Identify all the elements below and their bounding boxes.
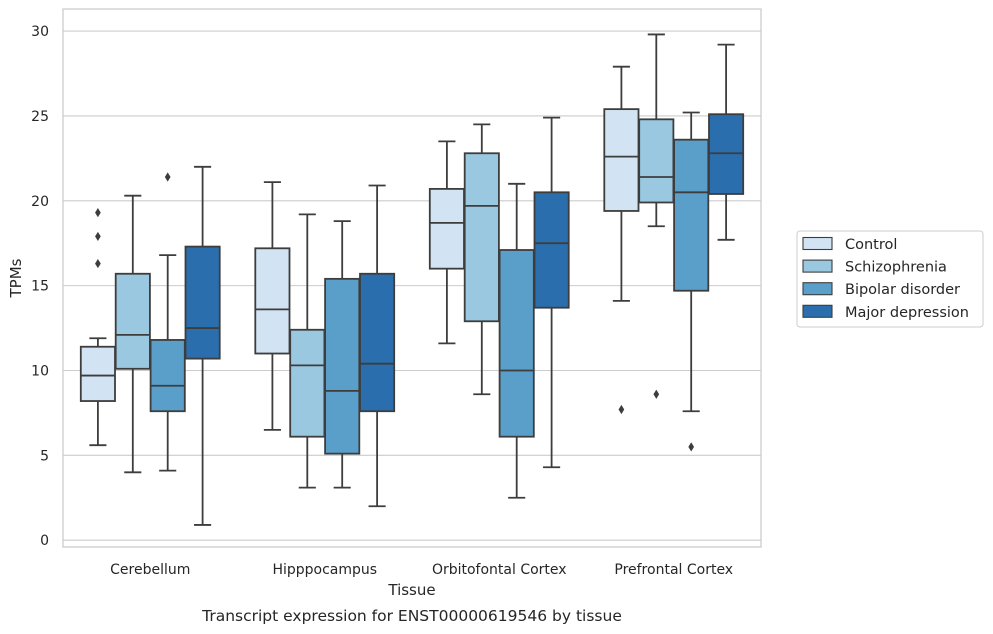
y-tick-label-5: 5 (40, 448, 49, 464)
box-3-1 (359, 184, 396, 508)
box-body (184, 245, 221, 360)
box-series-group (79, 33, 745, 526)
box-body (324, 277, 361, 455)
y-tick-label-0: 0 (40, 533, 49, 549)
box-2-3 (673, 111, 710, 452)
outlier-point-0 (618, 404, 625, 415)
box-body (673, 138, 710, 292)
box-body (638, 118, 675, 204)
outlier-point-0 (95, 258, 101, 269)
legend: Control Schizophrenia Bipolar disorder Majo… (796, 230, 984, 328)
box-2-1 (324, 220, 361, 489)
legend-label-1: Schizophrenia (845, 260, 947, 276)
x-tick-label-1: Hipppocampus (272, 562, 377, 578)
box-body (463, 152, 500, 323)
outlier-point-1 (95, 231, 101, 242)
x-tick-label-3: Prefrontal Cortex (614, 562, 733, 578)
box-1-0 (114, 194, 151, 474)
box-2-2 (498, 182, 535, 499)
box-2-0 (149, 172, 186, 472)
box-3-2 (533, 116, 570, 469)
box-0-1 (254, 181, 291, 431)
x-tick-labels: Cerebellum Hipppocampus Orbitofontal Corte… (110, 562, 733, 578)
y-axis-label: TPMs (7, 258, 25, 298)
y-tick-label-20: 20 (31, 194, 49, 210)
box-body (533, 191, 570, 309)
box-1-2 (463, 123, 500, 396)
box-body (79, 345, 116, 402)
legend-label-2: Bipolar disorder (845, 282, 960, 298)
box-0-2 (428, 140, 465, 345)
y-tick-label-10: 10 (31, 363, 49, 379)
y-tick-label-25: 25 (31, 109, 49, 125)
x-axis-label: Tissue (387, 581, 435, 599)
box-body (603, 108, 640, 212)
y-tick-labels: 0 5 10 15 20 25 30 (31, 24, 49, 549)
box-1-1 (289, 213, 326, 489)
legend-swatch-0 (802, 236, 833, 251)
legend-label-3: Major depression (845, 305, 969, 321)
box-body (359, 272, 396, 413)
box-body (289, 328, 326, 438)
outlier-point-2 (95, 208, 101, 218)
box-1-3 (638, 33, 675, 399)
outlier-point-0 (653, 389, 660, 399)
box-0-3 (603, 65, 640, 415)
box-body (428, 187, 465, 270)
x-tick-label-2: Orbitofontal Cortex (432, 562, 567, 578)
legend-swatch-2 (802, 282, 833, 296)
y-tick-label-15: 15 (31, 279, 49, 295)
y-tick-label-30: 30 (31, 24, 49, 40)
legend-frame (796, 230, 984, 328)
box-3-3 (708, 43, 745, 241)
outlier-point-0 (688, 442, 695, 452)
box-body (498, 249, 535, 438)
box-3-0 (184, 165, 221, 526)
box-body (114, 272, 151, 370)
plot-frame (62, 8, 762, 548)
outlier-point-0 (164, 172, 171, 182)
legend-swatch-1 (802, 259, 833, 273)
legend-swatch-3 (802, 304, 833, 318)
legend-label-0: Control (845, 237, 897, 253)
box-body (254, 247, 291, 355)
box-body (149, 339, 186, 413)
x-tick-label-0: Cerebellum (110, 562, 190, 578)
box-0-0 (79, 208, 116, 447)
chart-caption: Transcript expression for ENST0000061954… (201, 607, 622, 625)
